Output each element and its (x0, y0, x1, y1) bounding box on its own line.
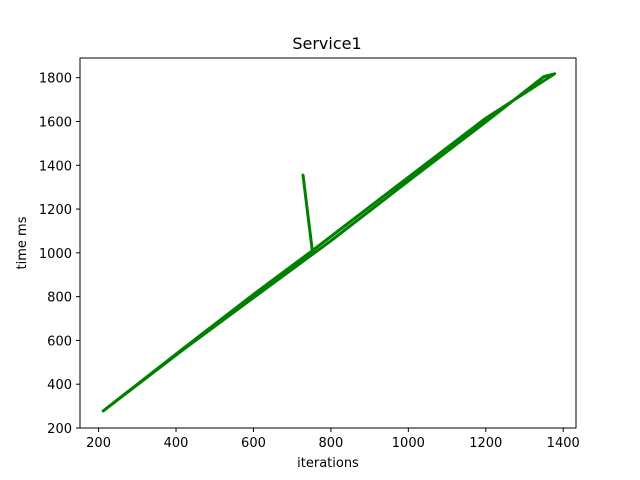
plot-frame (79, 57, 577, 429)
y-axis-label: time ms (15, 216, 30, 269)
y-axis-ticks: 200 400 600 800 1000 1200 1400 1600 1800 (39, 72, 80, 437)
x-tick-label: 1000 (392, 436, 425, 451)
x-tick-label: 800 (318, 436, 343, 451)
x-tick-label: 600 (241, 436, 266, 451)
y-tick-label: 1000 (39, 247, 72, 262)
x-axis-ticks: 200 400 600 800 1000 1200 1400 (86, 428, 580, 451)
y-tick-label: 1200 (39, 203, 72, 218)
x-axis-label: iterations (297, 456, 359, 471)
y-tick-label: 1800 (39, 72, 72, 87)
x-tick-label: 1200 (469, 436, 502, 451)
y-tick-label: 400 (47, 378, 72, 393)
y-tick-label: 1600 (39, 115, 72, 130)
y-tick-label: 600 (47, 334, 72, 349)
plot-area (101, 72, 557, 413)
y-tick-label: 200 (47, 422, 72, 437)
chart-title: Service1 (292, 34, 361, 53)
x-tick-label: 1400 (547, 436, 580, 451)
y-tick-label: 1400 (39, 159, 72, 174)
series-line (101, 72, 557, 413)
x-tick-label: 200 (86, 436, 111, 451)
x-tick-label: 400 (164, 436, 189, 451)
y-tick-label: 800 (47, 291, 72, 306)
